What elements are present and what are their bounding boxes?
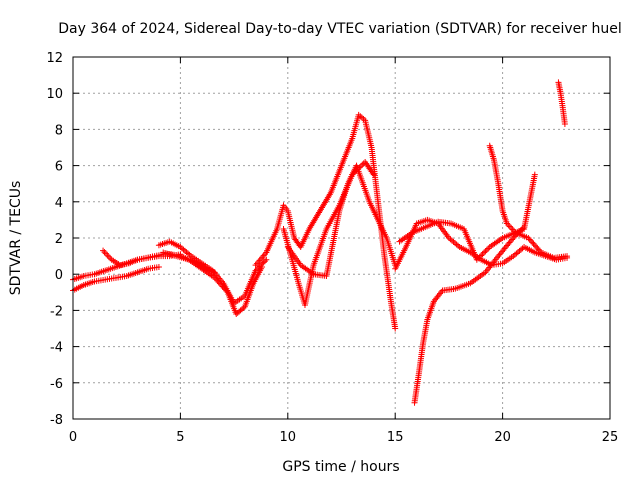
- data-markers: [160, 249, 266, 318]
- data-markers: [392, 216, 571, 272]
- x-tick-label: 10: [280, 430, 297, 445]
- data-points: [70, 79, 571, 406]
- y-tick-label: 6: [55, 160, 63, 175]
- y-tick-label: 4: [55, 196, 63, 211]
- x-axis-ticks: 0 5 10 15 20 25: [69, 57, 618, 445]
- y-tick-label: -2: [50, 304, 63, 319]
- x-tick-label: 5: [176, 430, 184, 445]
- y-tick-label: -6: [50, 377, 63, 392]
- data-markers: [555, 79, 568, 127]
- y-tick-label: -4: [50, 341, 63, 356]
- x-tick-label: 0: [69, 430, 77, 445]
- y-tick-label: 12: [46, 51, 63, 66]
- y-tick-label: -8: [50, 413, 63, 428]
- y-tick-label: 10: [46, 87, 63, 102]
- x-tick-label: 25: [602, 430, 619, 445]
- y-axis-label: SDTVAR / TECUs: [8, 181, 24, 296]
- x-axis-label: GPS time / hours: [282, 459, 399, 475]
- series-after-15-a: [392, 216, 571, 272]
- series-after-15-b: [396, 218, 571, 263]
- series-loop-b: [284, 162, 399, 280]
- y-tick-label: 0: [55, 268, 63, 283]
- data-markers: [411, 224, 528, 406]
- series-dip-b: [160, 249, 266, 318]
- series-dip-a: [155, 238, 270, 307]
- y-tick-label: 8: [55, 123, 63, 138]
- series-rise-20: [486, 142, 538, 236]
- series-deep-dip: [411, 224, 528, 406]
- series-late-high: [555, 79, 568, 127]
- chart-title: Day 364 of 2024, Sidereal Day-to-day VTE…: [58, 21, 621, 37]
- x-tick-label: 15: [387, 430, 404, 445]
- y-tick-label: 2: [55, 232, 63, 247]
- data-markers: [396, 218, 571, 263]
- data-markers: [155, 238, 270, 307]
- data-markers: [284, 162, 399, 280]
- x-tick-label: 20: [494, 430, 511, 445]
- data-markers: [486, 142, 538, 236]
- y-axis-ticks: -8 -6 -4 -2 0 2 4 6 8 10 12: [46, 51, 610, 428]
